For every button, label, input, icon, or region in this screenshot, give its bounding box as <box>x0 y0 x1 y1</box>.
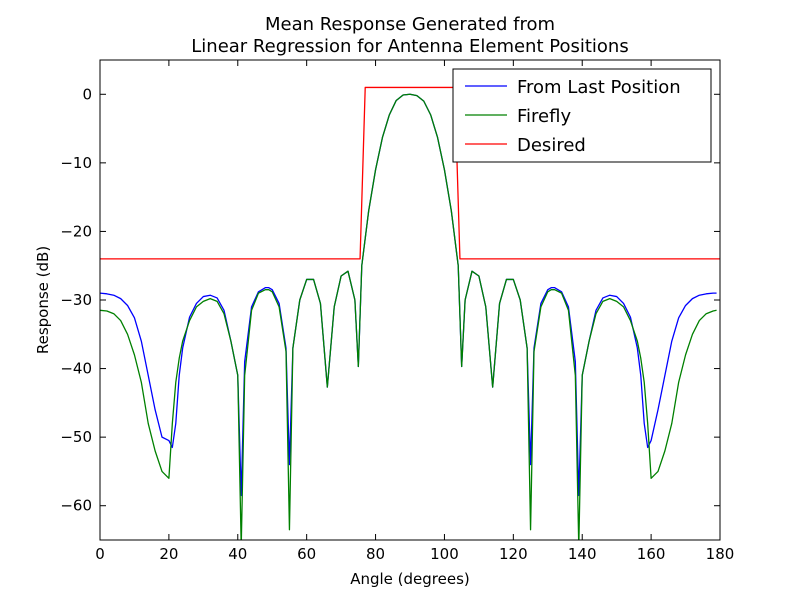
x-tick-label: 40 <box>228 545 247 563</box>
x-tick-label: 60 <box>297 545 316 563</box>
legend: From Last Position Firefly Desired <box>452 68 712 163</box>
series-line-desired <box>100 86 720 260</box>
y-tick-label: −40 <box>60 360 92 378</box>
x-axis-label: Angle (degrees) <box>350 570 470 588</box>
x-tick-label: 20 <box>159 545 178 563</box>
legend-label-from-last-position: From Last Position <box>517 77 681 98</box>
x-tick-label: 140 <box>568 545 597 563</box>
x-tick-label: 160 <box>637 545 666 563</box>
series-line-firefly <box>100 93 717 540</box>
x-tick-label: 180 <box>706 545 735 563</box>
chart-title-line-1: Mean Response Generated from <box>265 14 555 35</box>
x-tick-label: 100 <box>430 545 459 563</box>
legend-label-desired: Desired <box>517 135 586 156</box>
y-tick-label: −30 <box>60 291 92 309</box>
legend-box <box>452 68 712 163</box>
plot-frame <box>99 59 721 541</box>
y-tick-label: 0 <box>82 85 92 103</box>
plot-series <box>100 86 720 540</box>
x-tick-label: 120 <box>499 545 528 563</box>
y-axis-label: Response (dB) <box>34 246 52 354</box>
x-tick-label: 80 <box>366 545 385 563</box>
y-tick-label: −50 <box>60 428 92 446</box>
chart-title-line-2: Linear Regression for Antenna Element Po… <box>191 36 628 57</box>
x-axis-ticks: 0 20 40 60 80 100 120 140 160 180 <box>95 60 734 563</box>
legend-label-firefly: Firefly <box>517 106 571 127</box>
y-tick-label: −60 <box>60 497 92 515</box>
y-tick-label: −10 <box>60 154 92 172</box>
y-axis-ticks: 0 −10 −20 −30 −40 −50 −60 <box>60 85 720 515</box>
x-tick-label: 0 <box>95 545 105 563</box>
y-tick-label: −20 <box>60 222 92 240</box>
